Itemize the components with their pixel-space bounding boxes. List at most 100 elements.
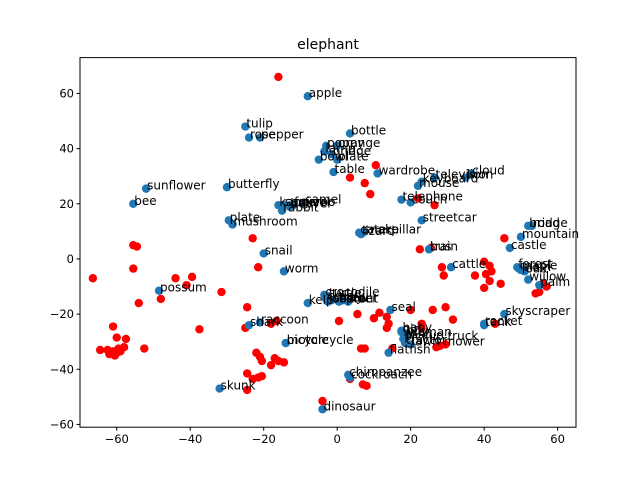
point-label: wardrobe [379,163,436,177]
labeled-point [215,384,224,393]
unlabeled-point [413,194,423,203]
point-label: bridge [529,216,568,230]
point-label: cockroach [351,368,412,382]
labeled-point [520,267,529,276]
point-label: chimpanzee [349,365,422,379]
point-label: pepper [261,128,304,142]
labeled-point [406,198,415,207]
labeled-point [288,200,298,210]
point-label: forest [518,257,553,271]
point-label: snake [364,223,399,237]
point-label: ray [344,290,363,304]
point-label: lamp [325,141,355,155]
y-tick-label: −40 [50,362,74,376]
point-label: skyscraper [505,304,570,318]
x-tick-label: −20 [252,432,276,446]
labeled-point [479,319,489,328]
unlabeled-point [481,269,491,279]
unlabeled-point [119,343,129,352]
labeled-point [406,340,415,349]
point-label: lizard [362,224,395,238]
unlabeled-point [542,282,551,291]
labeled-point [430,173,439,182]
y-tick-label: 60 [59,86,74,100]
point-label: sunflower [147,179,206,193]
unlabeled-point [345,173,355,182]
labeled-point [244,133,254,142]
unlabeled-point [382,323,391,333]
labeled-point [303,92,312,101]
point-label: television [436,168,494,182]
unlabeled-point [441,303,450,312]
unlabeled-point [121,334,131,344]
point-label: motorcycle [287,333,354,347]
y-tick-label: 20 [59,197,74,211]
labeled-point [524,275,533,284]
point-label: crocodile [325,285,379,299]
point-label: kangaroo [279,195,335,209]
unlabeled-point [485,276,494,286]
point-label: girl [402,322,421,336]
x-tick-label: −60 [105,432,129,446]
labeled-point [244,320,254,330]
unlabeled-point [266,319,276,328]
unlabeled-point [362,381,371,391]
labeled-point [332,155,342,164]
labeled-point [373,169,382,178]
point-label: road [533,216,560,230]
labeled-point [303,298,312,308]
unlabeled-point [279,358,289,367]
point-label: lawn mower [412,334,485,348]
y-tick-label: 0 [67,252,74,266]
labeled-point [345,373,355,382]
unlabeled-point [88,274,98,283]
point-label: rose [250,128,276,142]
labeled-point [500,309,509,319]
point-label: bee [134,194,156,208]
unlabeled-point [108,322,118,331]
unlabeled-point [470,271,480,280]
point-label: oak [526,261,548,275]
point-label: trout [349,292,378,306]
point-label: table [335,162,365,176]
point-label: bicycle [287,333,329,347]
labeled-point [527,221,537,231]
labeled-point [386,305,395,315]
labeled-point [320,147,329,156]
labeled-point [397,195,406,204]
x-tick-label: 40 [477,432,492,446]
x-tick-label: 20 [403,432,418,446]
unlabeled-point [112,333,121,342]
point-label: raccoon [261,312,309,326]
point-label: shrew [333,290,369,304]
unlabeled-point [129,264,138,273]
labeled-point [327,296,336,305]
unlabeled-point [217,287,226,297]
labeled-point [505,243,515,253]
point-label: keyboard [423,172,479,186]
point-label: boy [406,323,428,337]
point-label: palm [540,275,570,289]
unlabeled-point [375,308,384,317]
unlabeled-point [257,356,267,366]
unlabeled-point [500,234,509,243]
labeled-point [461,173,470,182]
unlabeled-point [171,274,180,283]
point-label: train [430,239,458,253]
point-label: rabbit [283,201,319,215]
point-label: fox [294,195,312,209]
point-label: dinosaur [323,399,375,413]
point-label: beaver [290,197,332,211]
labeled-point [154,286,164,295]
labeled-point [277,206,287,215]
labeled-point [446,263,456,272]
labeled-point [413,181,423,191]
point-label: camel [305,192,341,206]
unlabeled-point [382,312,391,322]
unlabeled-point [274,72,283,82]
labeled-point [344,297,353,306]
labeled-point [228,220,237,229]
point-label: possum [160,281,207,295]
